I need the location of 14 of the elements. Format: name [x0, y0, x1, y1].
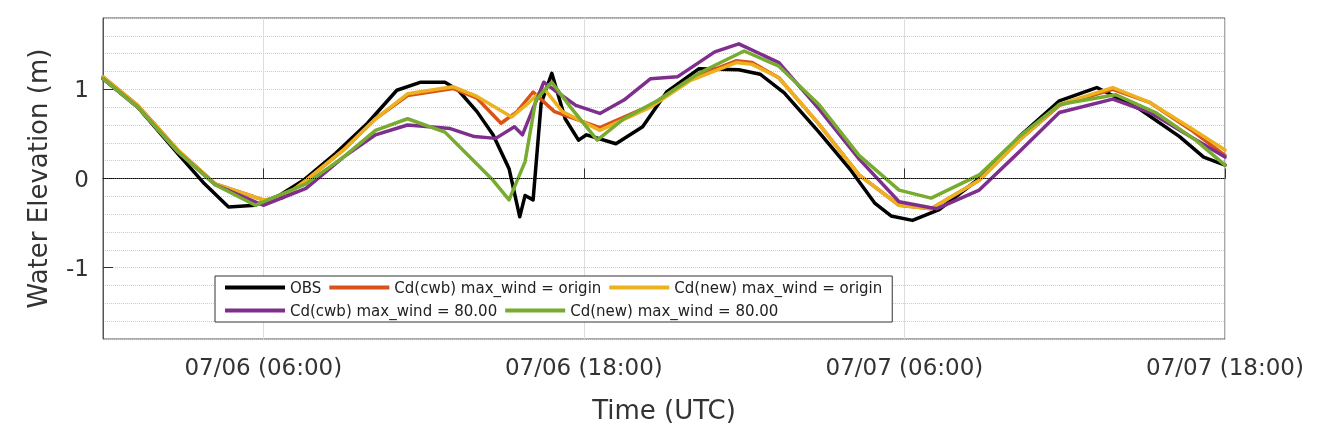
- x-tick-label: 07/06 (18:00): [504, 353, 663, 380]
- legend-label: Cd(new) max_wind = 80.00: [570, 301, 779, 321]
- x-tick-label: 07/07 (18:00): [1146, 353, 1304, 380]
- y-axis-title: Water Elevation (m): [23, 48, 53, 309]
- legend-label: Cd(cwb) max_wind = 80.00: [290, 301, 498, 321]
- y-tick-label: -1: [66, 254, 89, 281]
- x-tick-label: 07/07 (06:00): [825, 353, 984, 380]
- y-tick-label: 0: [74, 165, 89, 192]
- legend-label: OBS: [290, 278, 322, 297]
- legend-label: Cd(new) max_wind = origin: [674, 278, 883, 298]
- x-tick-label: 07/06 (06:00): [184, 353, 343, 380]
- y-tick-label: 1: [74, 76, 89, 103]
- x-axis-title: Time (UTC): [591, 395, 736, 425]
- legend-label: Cd(cwb) max_wind = origin: [394, 278, 602, 298]
